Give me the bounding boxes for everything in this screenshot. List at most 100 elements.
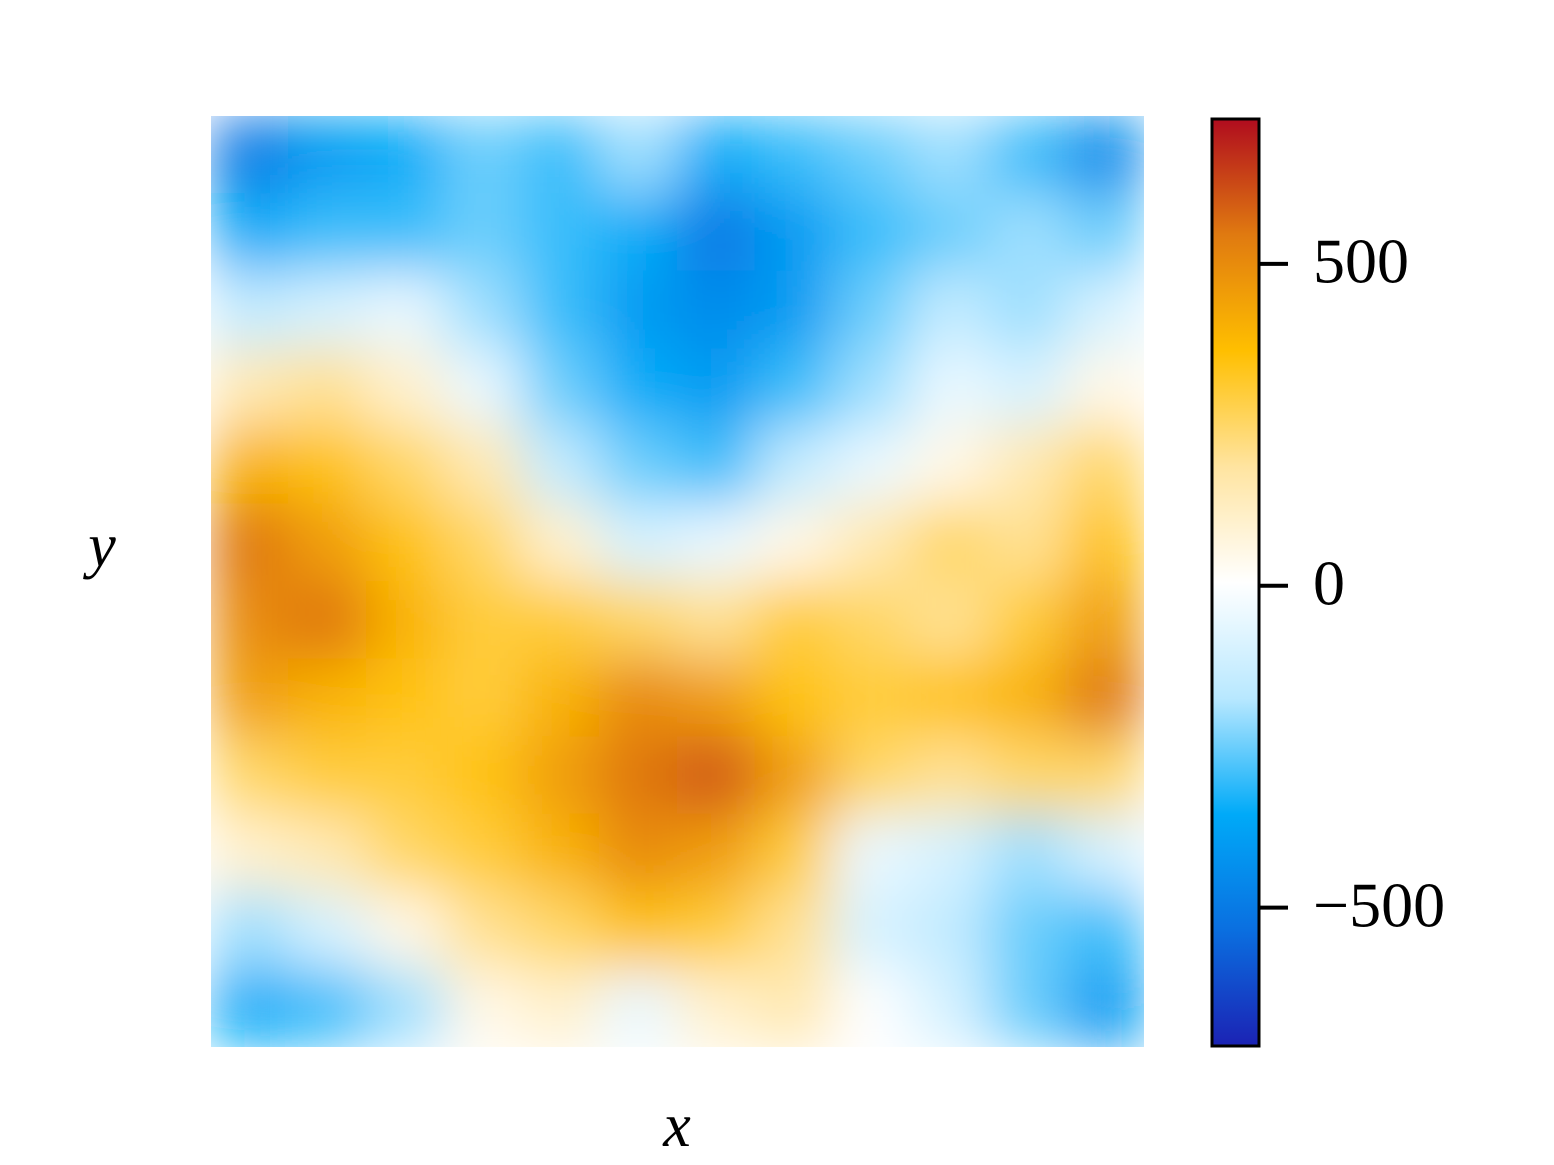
heatmap-cell: [366, 968, 445, 1047]
colorbar-tick-label: −500: [1313, 869, 1445, 940]
heatmap-cell: [521, 503, 601, 582]
heatmap-cell: [1065, 270, 1144, 350]
heatmap-cell: [366, 270, 445, 350]
heatmap-cell: [754, 968, 834, 1047]
heatmap-cell: [521, 736, 601, 815]
y-axis-label: y: [82, 512, 116, 580]
heatmap-cell: [366, 425, 445, 505]
heatmap-cell: [1065, 348, 1144, 427]
heatmap-cell: [677, 503, 756, 582]
heatmap-cell: [521, 581, 601, 660]
heatmap-cell: [443, 891, 523, 970]
heatmap-cell: [288, 348, 367, 427]
heatmap-cell: [677, 270, 756, 350]
heatmap-cell: [677, 581, 756, 660]
heatmap-cell: [988, 503, 1067, 582]
heatmap-cell: [910, 736, 989, 815]
heatmap-cell: [288, 581, 367, 660]
heatmap-cell: [599, 736, 678, 815]
heatmap-cell: [754, 425, 834, 505]
heatmap-cell: [910, 193, 989, 272]
heatmap-cell: [211, 581, 290, 660]
heatmap-cell: [288, 193, 367, 272]
heatmap-cell: [288, 968, 367, 1047]
heatmap-cell: [599, 503, 678, 582]
heatmap-cell: [521, 270, 601, 350]
heatmap-cell: [754, 813, 834, 893]
heatmap-cell: [443, 503, 523, 582]
heatmap-cell: [599, 348, 678, 427]
heatmap-cells: [211, 116, 1144, 1047]
heatmap-cell: [1065, 425, 1144, 505]
heatmap-cell: [521, 116, 601, 195]
heatmap-cell: [443, 270, 523, 350]
heatmap-cell: [677, 425, 756, 505]
heatmap-cell: [754, 116, 834, 195]
heatmap-cell: [1065, 891, 1144, 970]
heatmap-cell: [521, 891, 601, 970]
heatmap-cell: [754, 891, 834, 970]
heatmap-cell: [910, 503, 989, 582]
heatmap-cell: [521, 658, 601, 738]
heatmap-cell: [832, 736, 912, 815]
heatmap-cell: [1065, 193, 1144, 272]
heatmap-cell: [677, 193, 756, 272]
heatmap-cell: [677, 658, 756, 738]
heatmap-cell: [754, 658, 834, 738]
heatmap-cell: [988, 658, 1067, 738]
heatmap-cell: [910, 270, 989, 350]
colorbar-tick-label: 500: [1313, 226, 1409, 297]
heatmap-cell: [910, 581, 989, 660]
heatmap-cell: [443, 425, 523, 505]
heatmap-cell: [599, 658, 678, 738]
heatmap-cell: [288, 736, 367, 815]
heatmap-cell: [366, 193, 445, 272]
heatmap-cell: [443, 116, 523, 195]
heatmap-cell: [988, 968, 1067, 1047]
heatmap-cell: [1065, 813, 1144, 893]
heatmap-cell: [1065, 503, 1144, 582]
heatmap-cell: [211, 193, 290, 272]
heatmap-cell: [521, 968, 601, 1047]
heatmap-cell: [599, 813, 678, 893]
colorbar-tick-label: 0: [1313, 547, 1345, 618]
heatmap-cell: [832, 813, 912, 893]
heatmap-cell: [754, 503, 834, 582]
heatmap-cell: [599, 270, 678, 350]
heatmap-cell: [211, 270, 290, 350]
heatmap-cell: [988, 348, 1067, 427]
heatmap-cell: [366, 658, 445, 738]
heatmap-cell: [677, 968, 756, 1047]
heatmap-cell: [211, 891, 290, 970]
heatmap-cell: [677, 348, 756, 427]
heatmap-cell: [832, 581, 912, 660]
heatmap-cell: [599, 891, 678, 970]
heatmap-cell: [599, 425, 678, 505]
heatmap-cell: [988, 116, 1067, 195]
heatmap-cell: [366, 891, 445, 970]
heatmap-cell: [443, 348, 523, 427]
heatmap-cell: [832, 891, 912, 970]
heatmap-cell: [521, 425, 601, 505]
heatmap-cell: [288, 116, 367, 195]
heatmap-cell: [988, 813, 1067, 893]
heatmap-cell: [1065, 736, 1144, 815]
heatmap-cell: [1065, 968, 1144, 1047]
heatmap-cell: [910, 968, 989, 1047]
heatmap-cell: [832, 193, 912, 272]
heatmap-cell: [366, 503, 445, 582]
heatmap-cell: [754, 270, 834, 350]
heatmap-cell: [754, 581, 834, 660]
x-axis-label: x: [662, 1092, 691, 1160]
heatmap-cell: [599, 581, 678, 660]
heatmap-cell: [1065, 116, 1144, 195]
heatmap-cell: [211, 503, 290, 582]
heatmap-cell: [288, 425, 367, 505]
heatmap-cell: [832, 658, 912, 738]
heatmap-cell: [832, 968, 912, 1047]
heatmap-cell: [366, 736, 445, 815]
heatmap-cell: [443, 813, 523, 893]
heatmap-cell: [521, 348, 601, 427]
heatmap-cell: [211, 116, 290, 195]
